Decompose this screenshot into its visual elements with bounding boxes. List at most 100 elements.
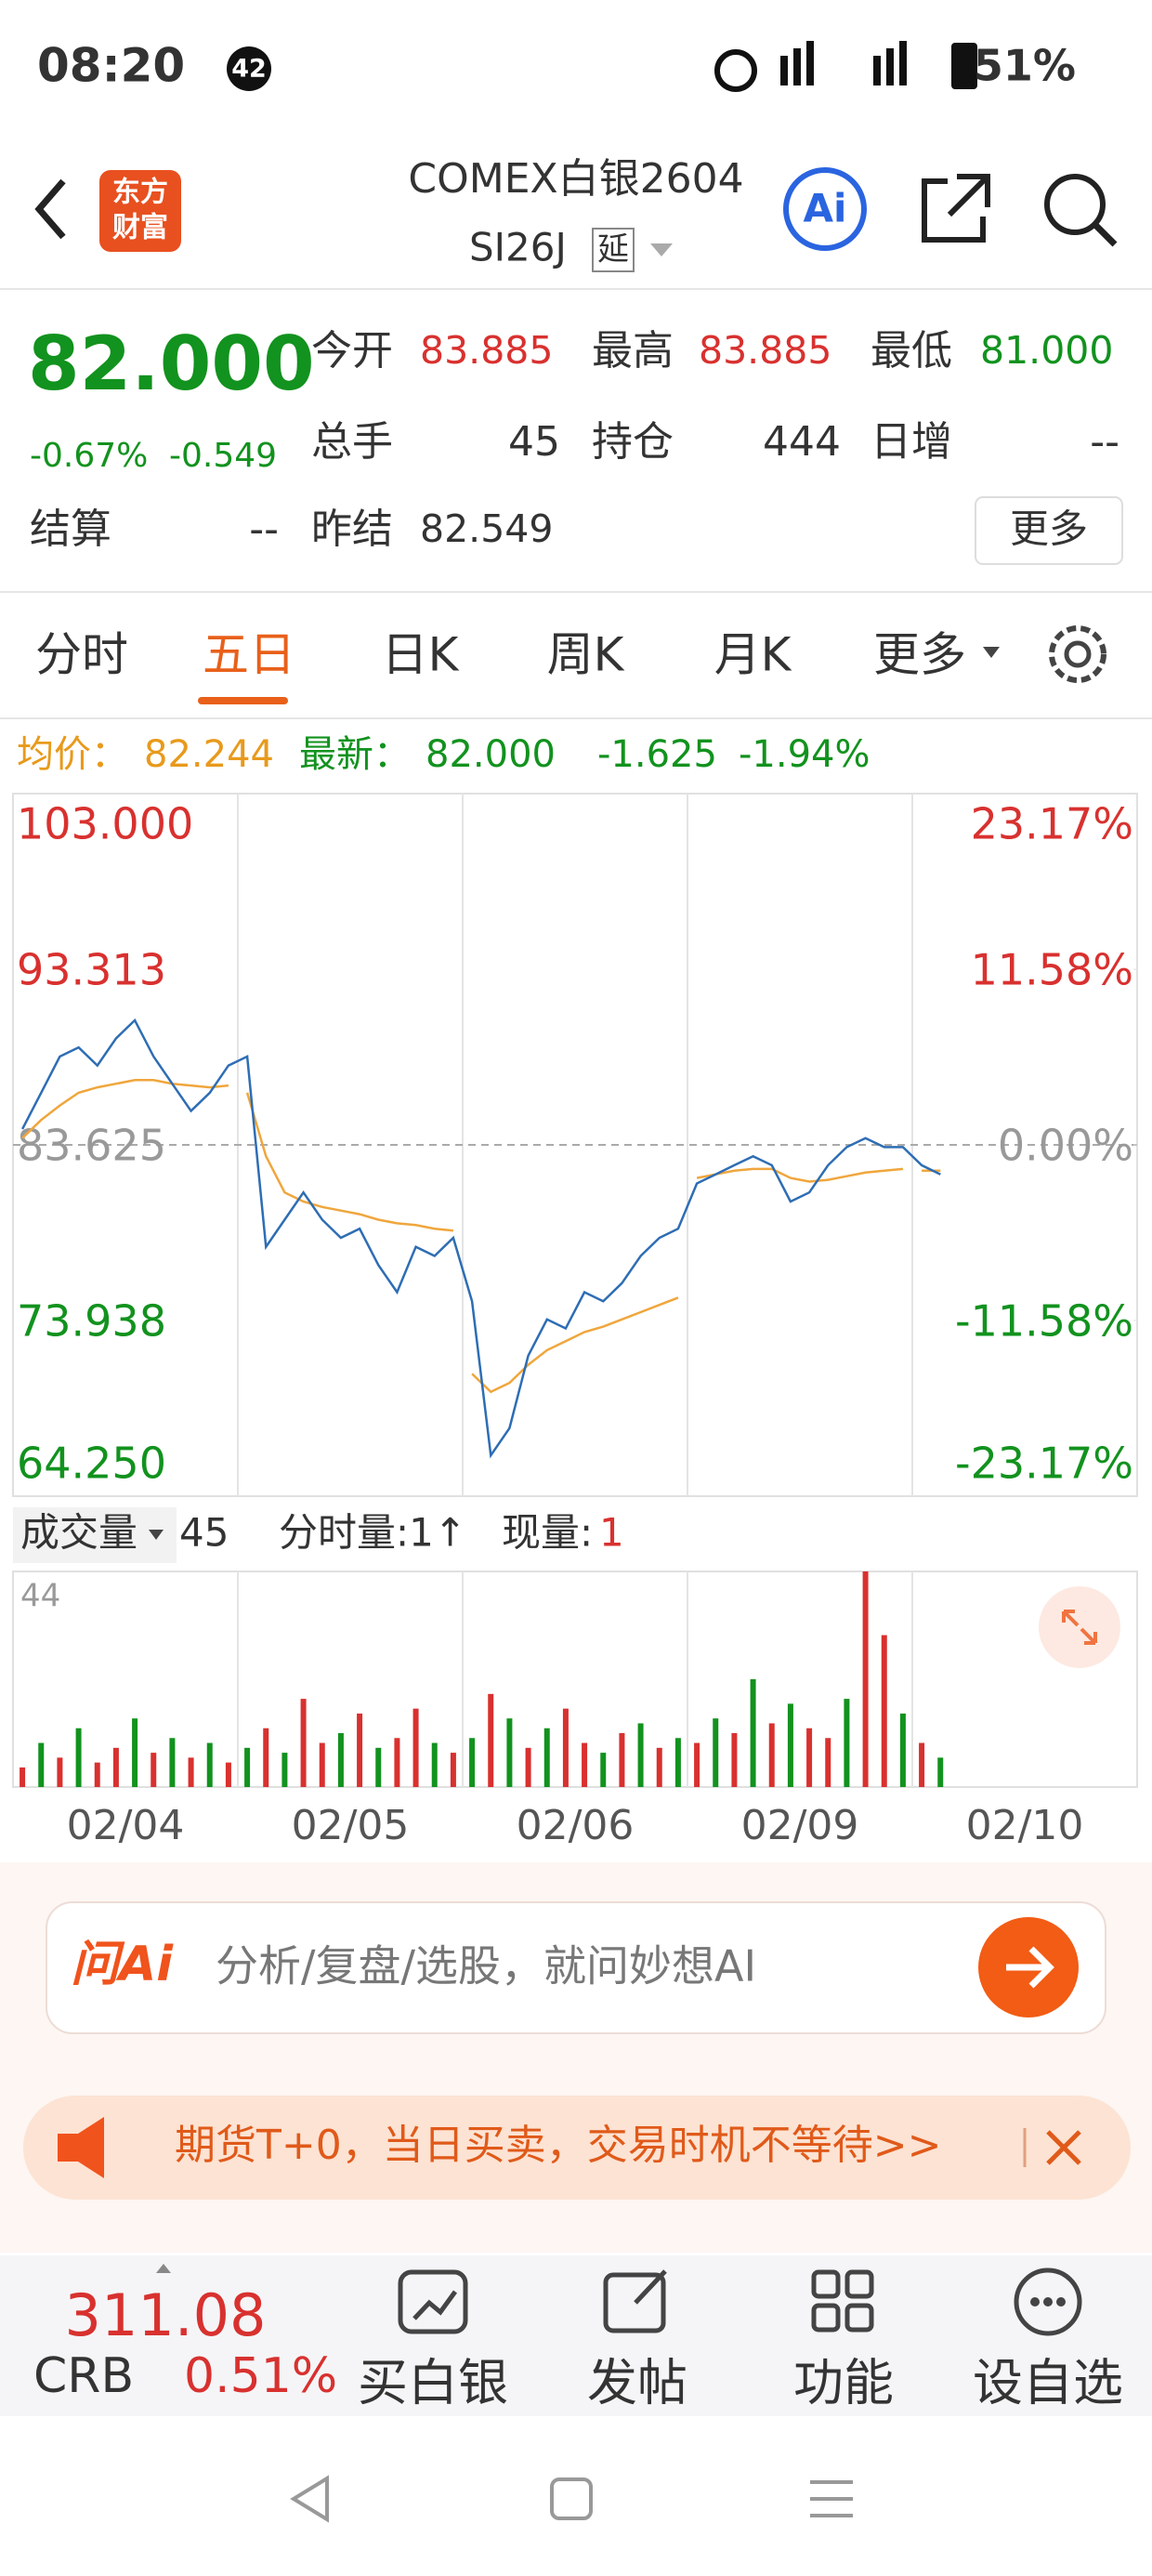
y-tick-label: 103.000 [17, 799, 193, 849]
y-tick-label: 83.625 [17, 1121, 166, 1171]
bottom-icons [398, 2267, 1082, 2336]
field-label: 总手 [311, 418, 393, 466]
volume-bar [562, 1708, 569, 1787]
date-label: 02/09 [741, 1802, 859, 1849]
tab[interactable]: 更多 [873, 628, 966, 682]
back-button[interactable] [34, 178, 66, 240]
volume-bar [506, 1718, 513, 1787]
settings-button[interactable] [1049, 625, 1106, 683]
average-line [471, 1296, 679, 1394]
bottom-item[interactable]: 发帖 [587, 2354, 687, 2412]
volume-bar [937, 1757, 944, 1787]
average-line [245, 1092, 454, 1232]
status-icons [714, 41, 977, 92]
volume-bar [825, 1738, 831, 1787]
volume-bar [787, 1703, 793, 1787]
share-button[interactable] [922, 174, 990, 243]
avg-value: 82.244 [144, 733, 274, 776]
volume-bar [881, 1635, 887, 1787]
volume-dropdown [149, 1530, 164, 1540]
field-label: 最高 [592, 327, 674, 375]
volume-bar [38, 1742, 45, 1787]
ai-button[interactable] [783, 167, 867, 251]
change-pct: -0.67% [30, 437, 148, 475]
volume-bar [469, 1738, 476, 1787]
banner[interactable] [23, 2096, 1131, 2200]
y-tick-label: 64.250 [17, 1439, 166, 1489]
bottom-item[interactable]: 设自选 [973, 2354, 1123, 2412]
expand-button[interactable] [1039, 1586, 1120, 1668]
volume-bar [488, 1693, 494, 1787]
field-label: 结算 [30, 506, 111, 553]
volume-bar [169, 1738, 176, 1787]
logo-text: 东方 [112, 177, 168, 209]
volume-bar [20, 1767, 26, 1787]
tab-active[interactable]: 五日 [203, 628, 295, 682]
field-label: 昨结 [311, 506, 393, 553]
nav-back[interactable] [290, 2475, 329, 2523]
tab[interactable]: 月K [714, 628, 792, 682]
banner-close[interactable] [1046, 2130, 1081, 2165]
quote-fields: 今开 83.885 最高 83.885 最低 81.000 总手 45 持仓 4… [30, 327, 1119, 553]
nav-home[interactable] [550, 2477, 593, 2520]
volume-bar [94, 1762, 100, 1787]
date-label: 02/06 [517, 1802, 635, 1849]
field-value: -- [249, 506, 279, 553]
volume-bar [450, 1753, 456, 1787]
date-label: 02/10 [966, 1802, 1084, 1849]
volume-bar [151, 1753, 157, 1787]
volume-bar [750, 1679, 756, 1787]
price-line [20, 1018, 941, 1459]
field-label: 日增 [871, 418, 952, 466]
tab[interactable]: 日K [382, 628, 460, 682]
volume-now: 1 [599, 1510, 624, 1556]
volume-bar [619, 1733, 625, 1787]
price-chart: 103.000 93.313 83.625 73.938 64.250 23.17% 11.… [13, 793, 1137, 1497]
banner-text: 期货T+0，当日买卖，交易时机不等待>> [175, 2122, 941, 2169]
ask-arrow [1006, 1946, 1054, 1989]
volume-bar [112, 1747, 119, 1787]
bottom-items: 买白银 发帖 功能 设自选 [358, 2354, 1123, 2412]
status-badge: 42 [231, 55, 267, 84]
y-tick-label: 93.313 [17, 944, 166, 994]
volume-bar [263, 1728, 269, 1787]
volume-bar [919, 1742, 925, 1787]
volume-bar [713, 1718, 719, 1787]
field-value: 82.549 [420, 506, 553, 551]
more-button[interactable] [975, 496, 1123, 565]
volume-bar [525, 1747, 531, 1787]
y2-tick-label: 0.00% [998, 1121, 1133, 1171]
field-value: 83.885 [699, 328, 831, 373]
volume-bar [431, 1742, 438, 1787]
volume-select[interactable] [13, 1507, 177, 1563]
tab[interactable]: 分时 [35, 628, 128, 682]
nav-menu[interactable] [810, 2480, 853, 2517]
ask-box[interactable] [46, 1901, 1106, 2034]
search-button[interactable] [1044, 174, 1106, 235]
volume-tick-label: 44 [20, 1578, 60, 1615]
chart-info: 均价： 82.244 最新： 82.000 -1.625 -1.94% [17, 733, 871, 776]
volume-bar [806, 1728, 813, 1787]
bottom-item[interactable]: 买白银 [358, 2354, 508, 2412]
y2-tick-label: -11.58% [955, 1295, 1133, 1346]
volume-chart: 44 [13, 1571, 944, 1787]
volume-bar [132, 1718, 138, 1787]
ai-icon: Ai [804, 186, 847, 231]
index-value[interactable]: 311.08 [65, 2281, 267, 2349]
volume-bar [656, 1747, 662, 1787]
bottom-bar [0, 2255, 1152, 2416]
ask-logo: 问Ai [71, 1937, 174, 1992]
volume-bar [600, 1753, 607, 1787]
volume-bar [768, 1723, 775, 1787]
bottom-item[interactable]: 功能 [793, 2354, 894, 2412]
field-label: 持仓 [592, 418, 674, 466]
title: COMEX白银2604 [408, 155, 743, 203]
tab[interactable]: 周K [547, 628, 625, 682]
dropdown-arrow[interactable] [650, 243, 673, 256]
volume-bar [375, 1747, 382, 1787]
tabs: 分时 五日 日K 周K 月K 更多 [35, 628, 966, 682]
volume-bar [394, 1738, 400, 1787]
index-arrow [156, 2264, 171, 2273]
status-time: 08:20 [37, 39, 185, 93]
